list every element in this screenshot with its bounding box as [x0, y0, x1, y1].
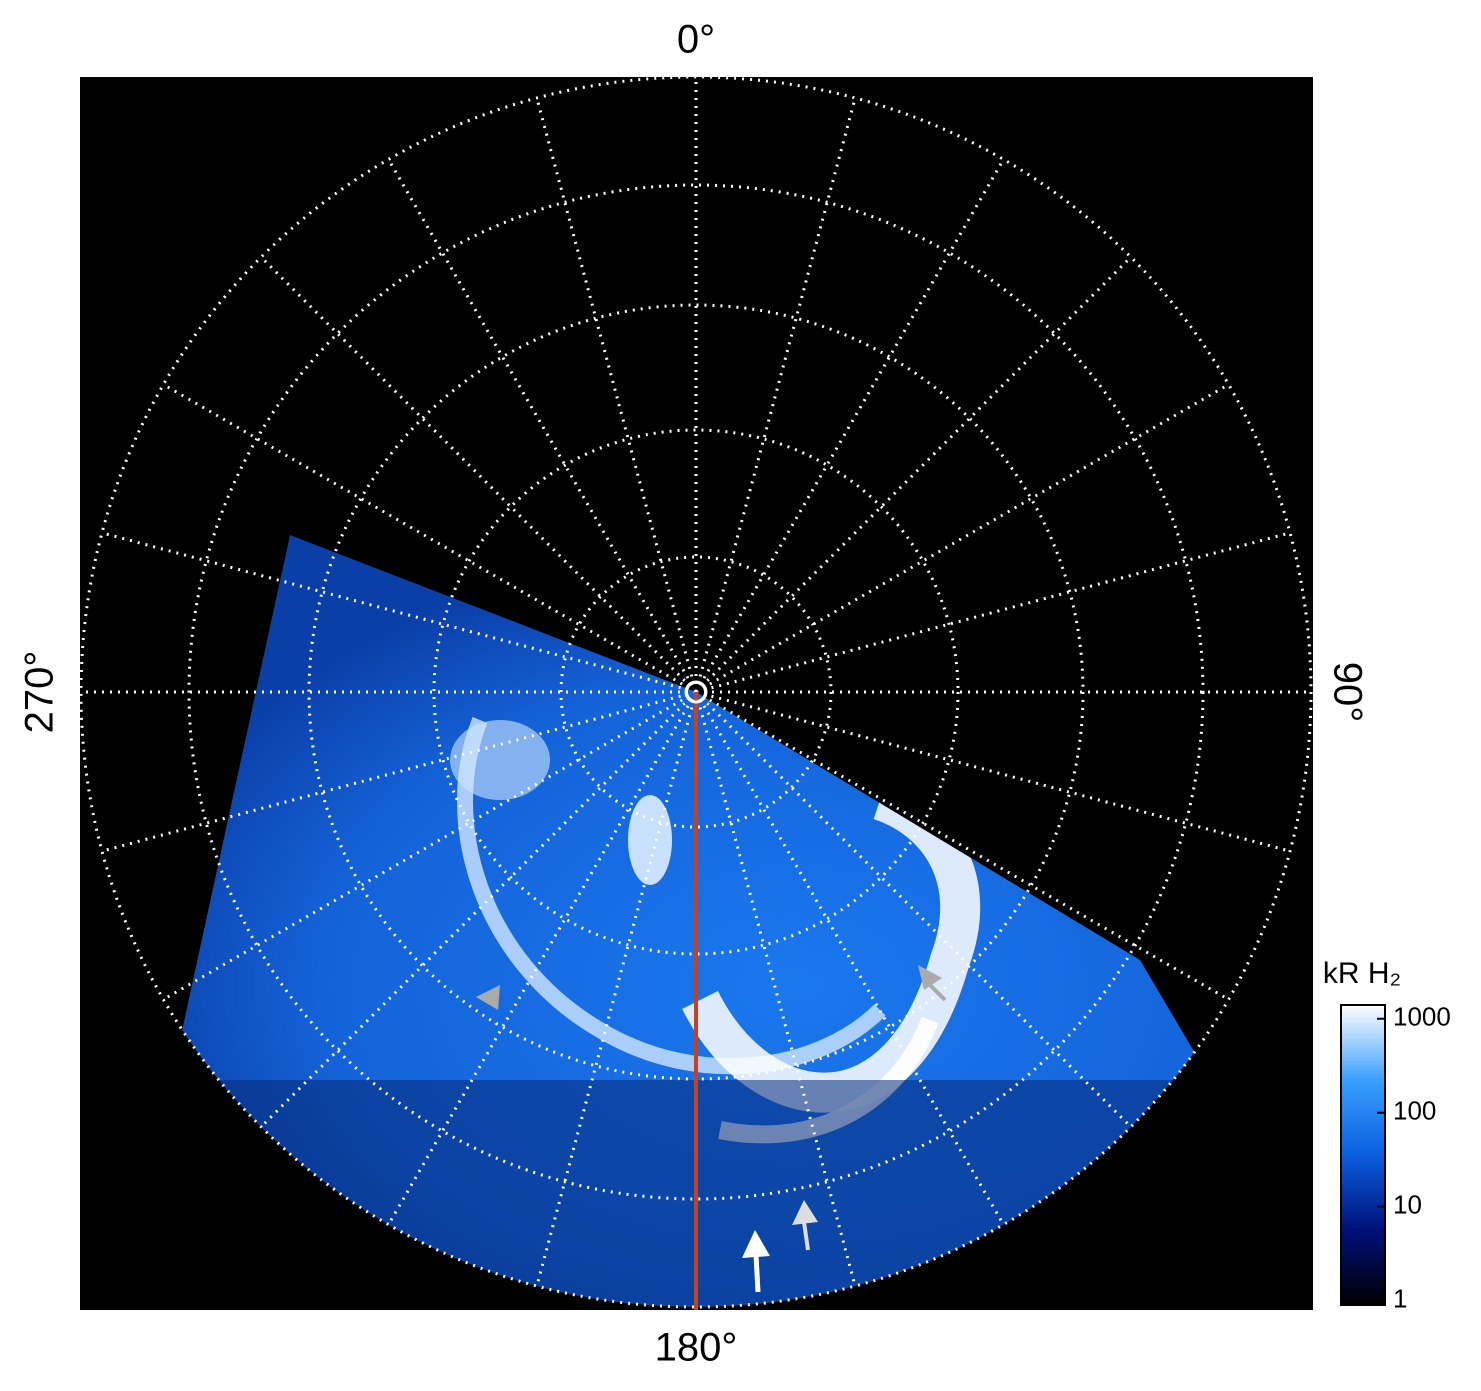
grid-spoke — [101, 531, 697, 694]
colorbar: 1 10 100 1000 — [1340, 1002, 1451, 1314]
grid-spoke — [535, 691, 698, 1287]
grid-spoke — [694, 158, 1005, 693]
angle-label: 0° — [677, 18, 715, 62]
colorbar-tick-label: 1 — [1393, 1284, 1407, 1314]
grid-spoke — [695, 383, 1230, 694]
grid-spoke — [260, 256, 698, 694]
arrows — [476, 965, 947, 1293]
grid-ring — [307, 303, 1085, 1081]
grid-spoke — [162, 690, 697, 1001]
angle-label: 270° — [18, 651, 62, 734]
grid-spoke — [535, 97, 698, 693]
grid-spoke — [387, 158, 698, 693]
grid-spoke — [101, 690, 697, 853]
colorbar-fill — [1340, 1004, 1386, 1306]
grid-spoke — [694, 690, 1132, 1128]
grid-ring — [187, 183, 1205, 1201]
grid-spoke — [695, 531, 1291, 694]
colorbar-tick-label: 1000 — [1393, 1002, 1451, 1032]
grid-ring — [559, 555, 833, 829]
grid-spoke — [162, 383, 697, 694]
grid-ring — [79, 75, 1313, 1309]
colorbar-tick-label: 100 — [1393, 1096, 1436, 1126]
pole-marker — [684, 680, 708, 704]
grid-spoke — [387, 691, 698, 1226]
grid-spoke — [694, 691, 1005, 1226]
grid-spoke — [694, 97, 857, 693]
colorbar-tick-label: 10 — [1393, 1190, 1422, 1220]
grid-spoke — [695, 690, 1291, 853]
angle-label: 180° — [655, 1326, 738, 1370]
colorbar-label: kR H₂ — [1323, 957, 1401, 990]
grid-spoke — [695, 690, 1230, 1001]
grid-spoke — [694, 256, 1132, 694]
grid-spoke — [260, 690, 698, 1128]
grid-spoke — [694, 691, 857, 1287]
grid-ring — [432, 428, 960, 956]
angle-label: 90° — [1325, 662, 1369, 723]
